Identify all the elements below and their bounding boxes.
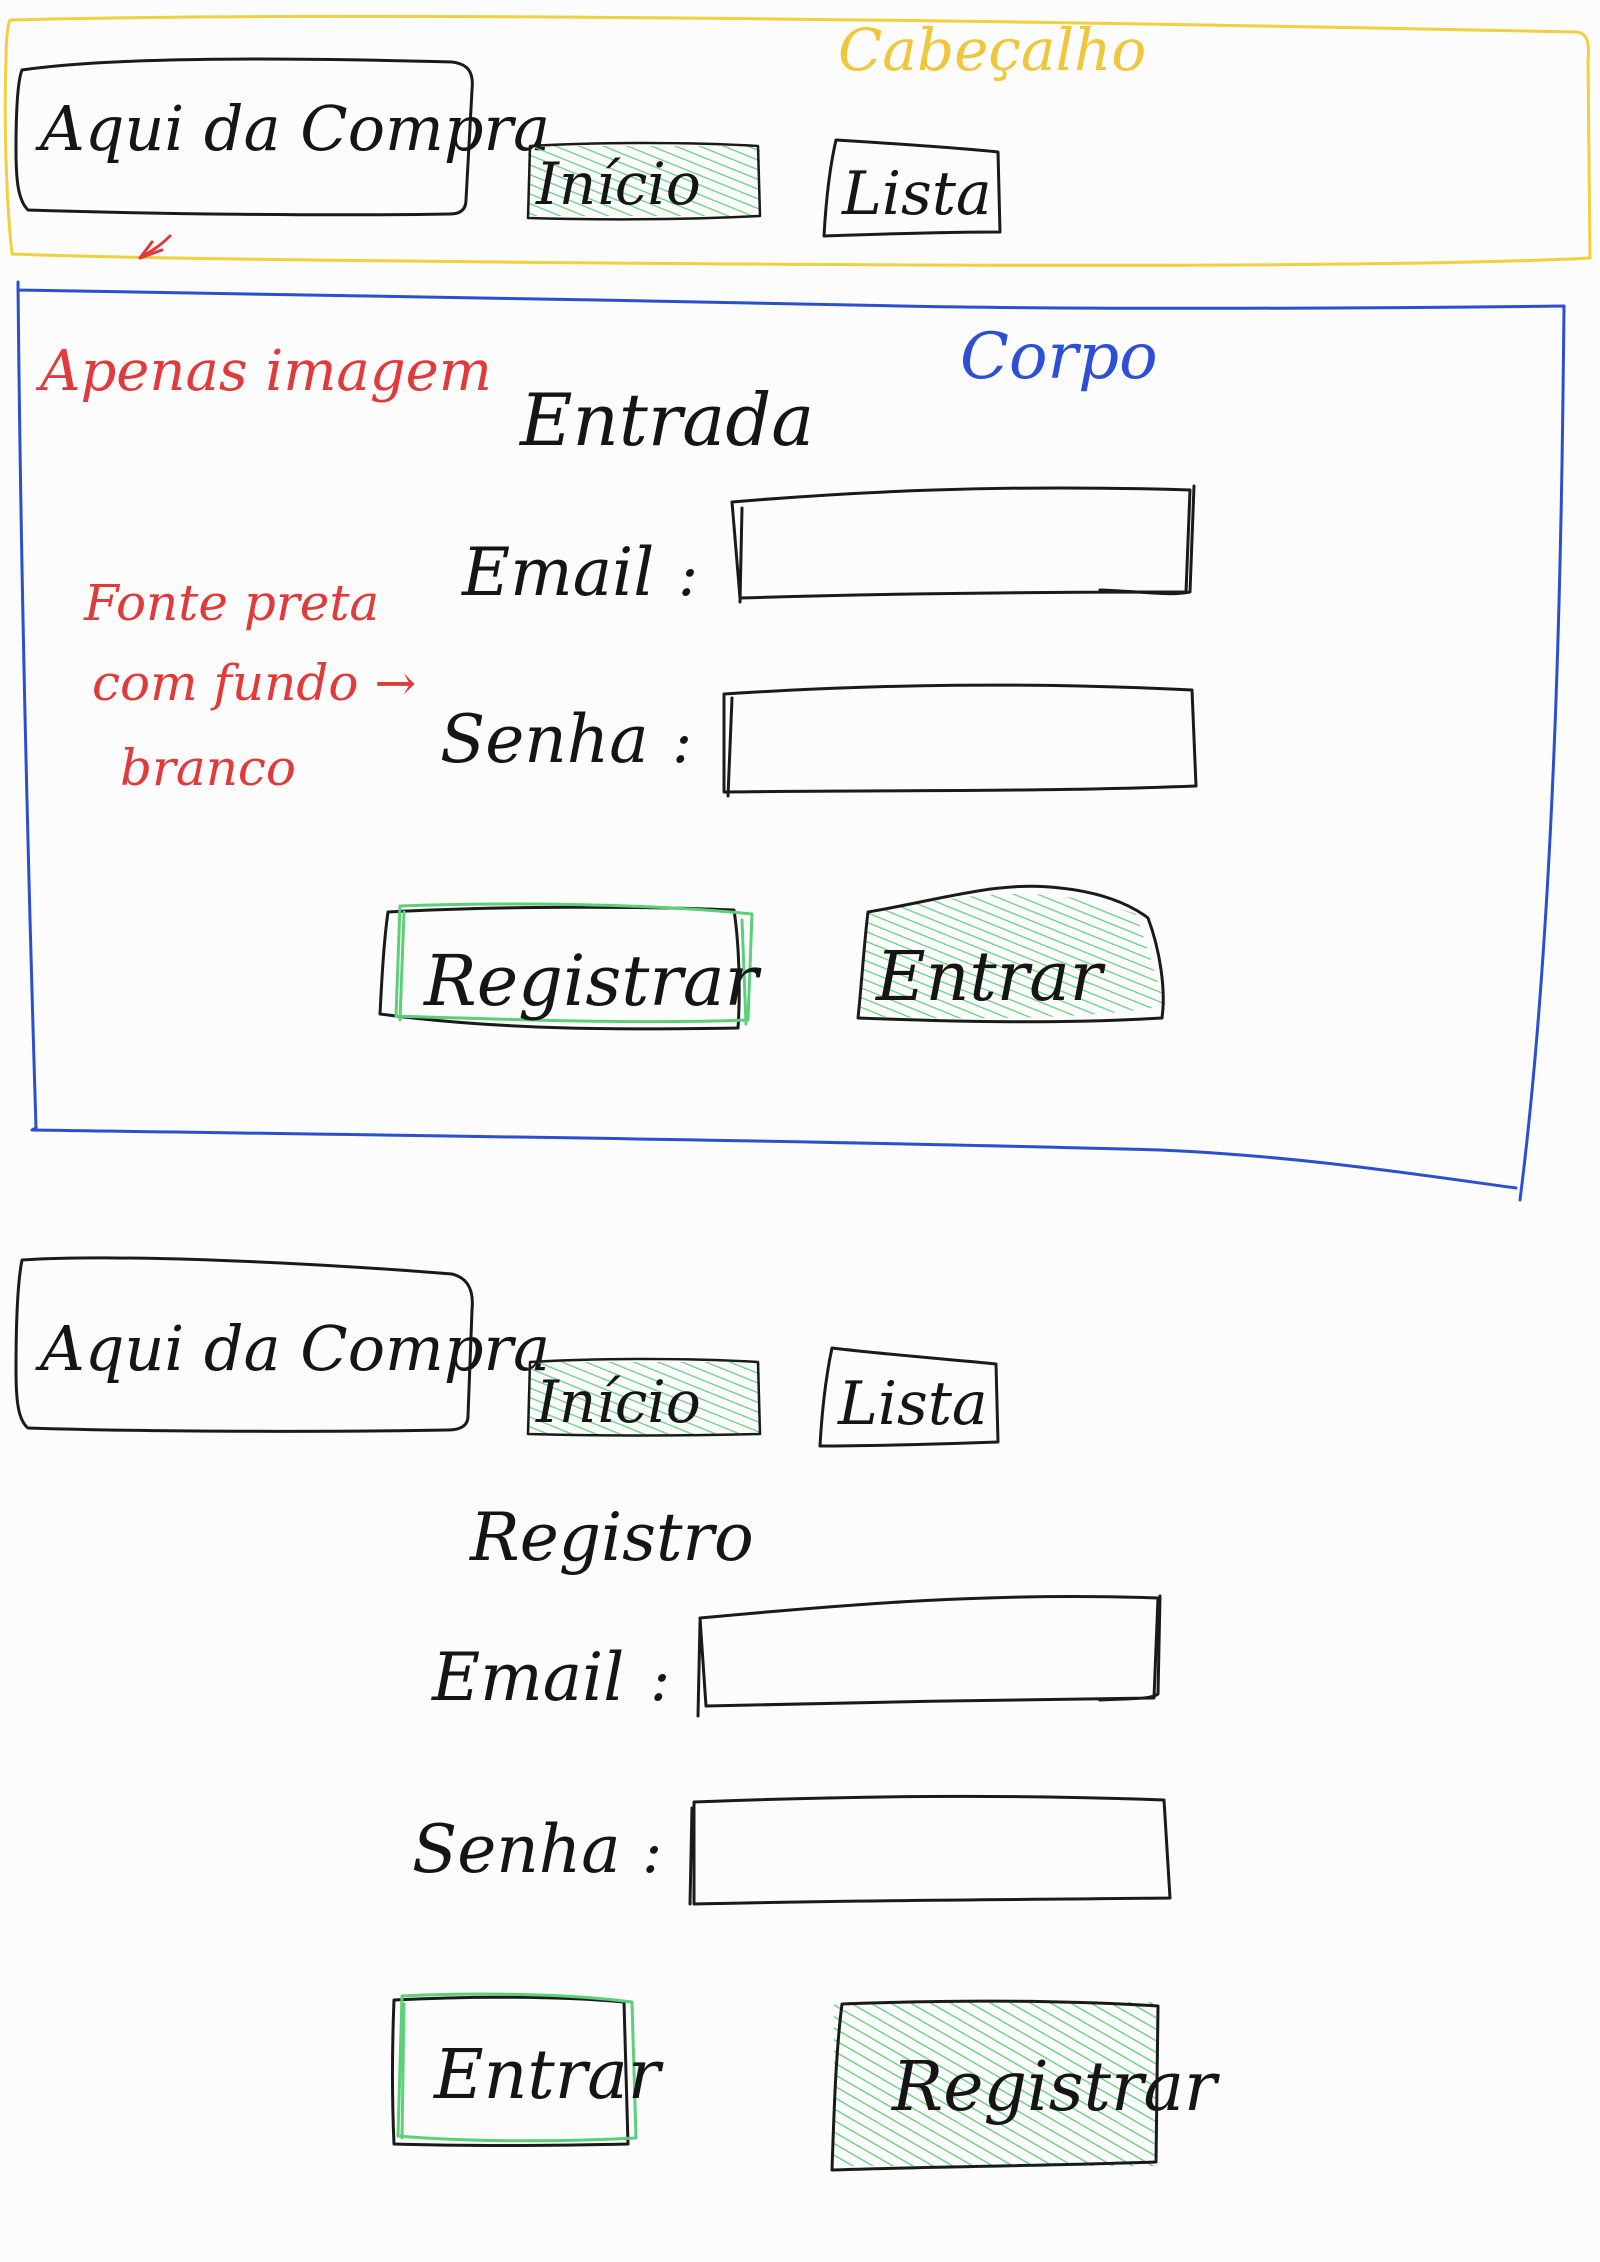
email-separator-2: :: [650, 1645, 670, 1715]
nav-button-lista[interactable]: Lista: [822, 138, 1002, 238]
nav-button-inicio[interactable]: Início: [526, 141, 762, 221]
body-region: Corpo: [16, 280, 1566, 1202]
register-button-label: Registrar: [422, 940, 762, 1022]
nav-button-inicio-2[interactable]: Início: [526, 1357, 762, 1437]
login-screen: Aqui da Compra Início Lista Entrada Emai…: [14, 57, 1198, 1031]
login-button-2[interactable]: Entrar: [391, 1992, 664, 2147]
font-note-line-1: Fonte preta: [83, 574, 379, 632]
logo-box: Aqui da Compra: [14, 57, 550, 217]
nav-label-lista-2: Lista: [837, 1369, 988, 1439]
password-separator: :: [672, 707, 692, 777]
nav-label-inicio: Início: [535, 150, 701, 218]
password-input-2[interactable]: [688, 1794, 1172, 1906]
email-input-2[interactable]: [696, 1594, 1162, 1718]
font-note-line-2: com fundo →: [92, 654, 416, 712]
body-label: Corpo: [960, 320, 1158, 394]
nav-button-lista-2[interactable]: Lista: [818, 1346, 1000, 1448]
password-label: Senha: [440, 701, 649, 778]
logo-box-2: Aqui da Compra: [14, 1256, 550, 1433]
nav-label-lista: Lista: [841, 159, 992, 229]
login-button-2-label: Entrar: [432, 2036, 664, 2115]
register-screen: Aqui da Compra Início Lista Registro Ema…: [14, 1256, 1220, 2172]
password-input[interactable]: [722, 683, 1198, 798]
password-label-2: Senha: [412, 1811, 621, 1888]
font-note-line-3: branco: [120, 739, 296, 797]
email-label-2: Email: [431, 1639, 624, 1716]
register-button-2-label: Registrar: [890, 2048, 1220, 2127]
login-button[interactable]: Entrar: [856, 884, 1166, 1024]
email-separator: :: [678, 540, 698, 610]
nav-label-inicio-2: Início: [535, 1368, 701, 1436]
logo-text-2: Aqui da Compra: [35, 1312, 550, 1385]
email-label: Email: [461, 534, 654, 611]
register-button[interactable]: Registrar: [378, 902, 762, 1031]
annotations: Apenas imagem Fonte preta com fundo → br…: [35, 234, 492, 797]
page-title-2: Registro: [469, 1499, 754, 1576]
arrow-to-logo: [138, 234, 172, 260]
header-region: Cabeçalho: [3, 14, 1592, 267]
logo-note: Apenas imagem: [35, 339, 492, 404]
login-button-label: Entrar: [874, 938, 1106, 1017]
password-separator-2: :: [642, 1817, 662, 1887]
email-input[interactable]: [730, 484, 1196, 604]
header-label: Cabeçalho: [838, 16, 1146, 84]
page-title: Entrada: [518, 378, 814, 462]
logo-text: Aqui da Compra: [35, 92, 550, 165]
register-button-2[interactable]: Registrar: [830, 1999, 1220, 2172]
